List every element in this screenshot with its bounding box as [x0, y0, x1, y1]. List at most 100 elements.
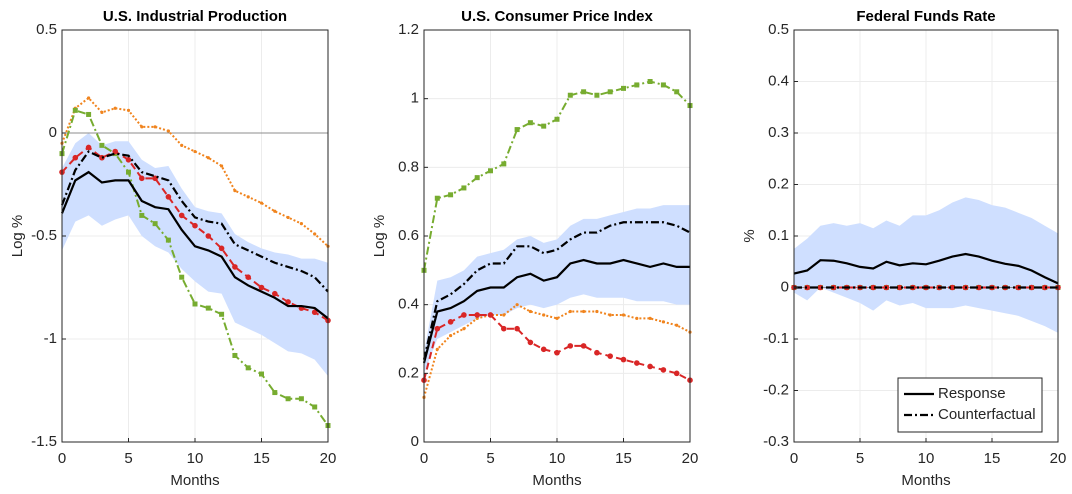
- marker: [447, 319, 454, 325]
- x-tick-label: 5: [486, 450, 494, 467]
- confidence-band: [424, 205, 690, 374]
- marker: [435, 347, 439, 351]
- x-tick-label: 20: [320, 450, 337, 467]
- marker: [220, 164, 224, 168]
- marker: [487, 312, 494, 318]
- series-line: [423, 303, 691, 398]
- marker: [608, 313, 612, 317]
- x-tick-label: 15: [253, 450, 270, 467]
- marker: [140, 125, 144, 129]
- marker: [448, 192, 454, 198]
- marker: [541, 123, 547, 129]
- marker: [166, 129, 170, 133]
- marker: [949, 284, 956, 291]
- chart-title: U.S. Industrial Production: [103, 8, 287, 25]
- marker: [502, 313, 506, 317]
- marker: [634, 82, 640, 88]
- marker: [312, 404, 318, 410]
- y-tick-label: 0.5: [36, 21, 57, 38]
- marker: [272, 290, 278, 297]
- marker: [165, 237, 171, 243]
- y-tick-label: 0.1: [768, 227, 789, 244]
- marker: [232, 264, 238, 270]
- y-tick-label: -1.5: [31, 433, 57, 450]
- marker: [218, 245, 225, 252]
- marker: [582, 309, 586, 314]
- chart-title: U.S. Consumer Price Index: [461, 8, 653, 25]
- marker: [152, 221, 158, 227]
- marker: [554, 349, 560, 356]
- y-tick-label: 0.2: [768, 175, 789, 192]
- marker: [661, 320, 666, 324]
- marker: [870, 284, 876, 291]
- marker: [674, 89, 680, 95]
- marker: [647, 363, 653, 370]
- marker: [232, 352, 238, 358]
- marker: [87, 96, 91, 100]
- x-tick-label: 10: [549, 450, 566, 467]
- marker: [273, 209, 277, 213]
- marker: [594, 92, 600, 98]
- marker: [298, 396, 304, 402]
- marker: [205, 305, 211, 311]
- y-tick-label: 0.5: [768, 21, 789, 38]
- marker: [233, 189, 237, 193]
- marker: [449, 333, 453, 338]
- marker: [285, 299, 291, 305]
- marker: [474, 312, 481, 318]
- marker: [635, 316, 639, 320]
- y-axis-label: Log %: [371, 215, 388, 258]
- marker: [139, 212, 145, 218]
- x-tick-label: 15: [615, 450, 632, 467]
- marker: [462, 327, 466, 331]
- y-tick-label: 0.2: [398, 364, 419, 381]
- marker: [219, 311, 225, 317]
- y-tick-label: 1: [411, 90, 419, 107]
- marker: [99, 142, 105, 148]
- marker: [568, 309, 572, 314]
- marker: [488, 168, 493, 174]
- marker: [660, 82, 666, 88]
- y-tick-label: 0: [411, 433, 419, 450]
- marker: [514, 325, 520, 332]
- marker: [804, 284, 810, 291]
- y-tick-label: -0.2: [763, 381, 789, 398]
- marker: [594, 349, 600, 356]
- marker: [259, 371, 264, 377]
- legend-box: [897, 377, 1043, 433]
- marker: [178, 212, 185, 219]
- marker: [1028, 284, 1035, 291]
- marker: [528, 309, 533, 314]
- x-axis-label: Months: [170, 472, 219, 489]
- marker: [258, 284, 265, 291]
- marker: [542, 313, 546, 317]
- marker: [660, 367, 667, 373]
- marker: [434, 325, 441, 332]
- marker: [113, 106, 117, 110]
- x-tick-label: 0: [58, 450, 66, 467]
- y-tick-label: -0.5: [31, 227, 57, 244]
- marker: [153, 125, 157, 129]
- confidence-band: [62, 133, 328, 377]
- marker: [567, 92, 573, 98]
- x-axis-label: Months: [532, 472, 581, 489]
- marker: [125, 156, 132, 163]
- x-tick-label: 10: [187, 450, 204, 467]
- x-tick-label: 0: [420, 450, 428, 467]
- marker: [126, 108, 131, 112]
- marker: [311, 309, 318, 316]
- marker: [192, 222, 198, 229]
- marker: [567, 343, 574, 349]
- marker: [192, 301, 198, 307]
- marker: [286, 215, 290, 220]
- marker: [581, 89, 587, 95]
- series-line: [793, 252, 1059, 285]
- y-tick-label: 0.4: [398, 296, 419, 313]
- marker: [272, 390, 278, 396]
- marker: [621, 313, 626, 317]
- marker: [634, 360, 640, 366]
- marker: [139, 175, 145, 182]
- marker: [501, 161, 507, 167]
- x-tick-label: 5: [856, 450, 864, 467]
